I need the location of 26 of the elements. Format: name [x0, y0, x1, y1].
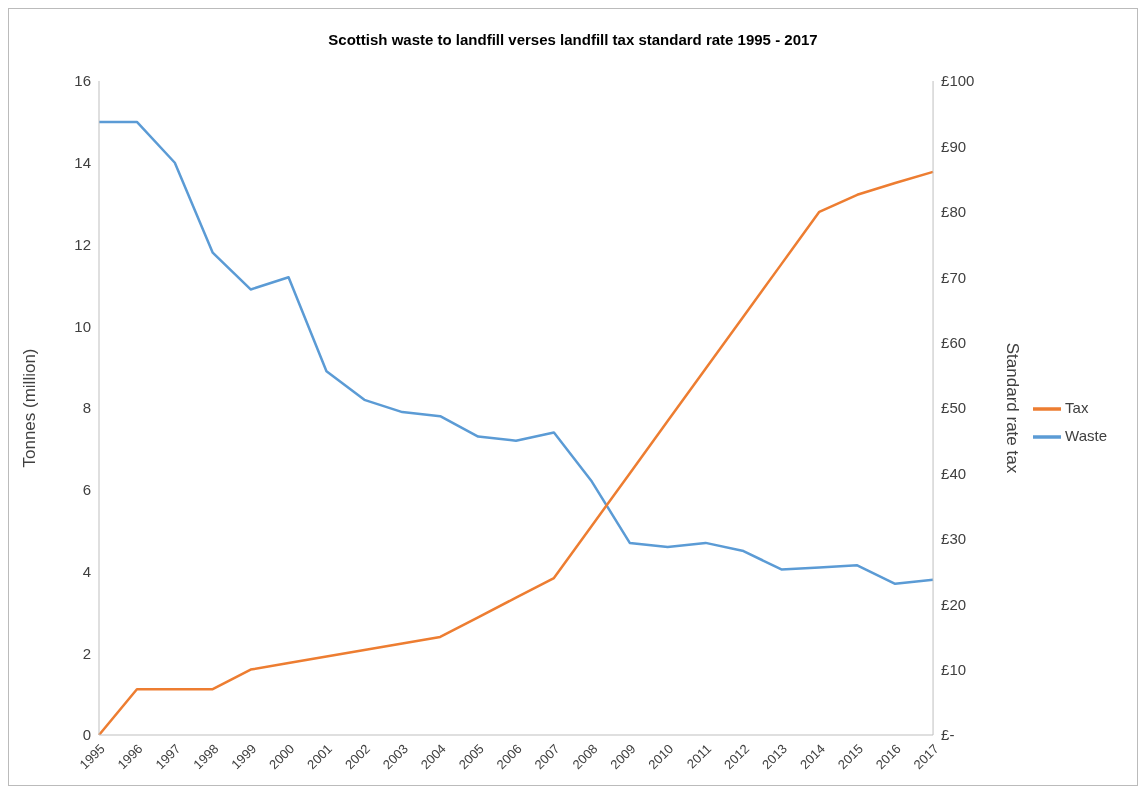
line-series	[97, 120, 935, 586]
legend-label: Waste	[1065, 426, 1107, 444]
y2-tick-label: £20	[941, 595, 967, 613]
chart-title: Scottish waste to landfill verses landfill tax standard rate 1995 - 2017	[327, 30, 819, 50]
y-tick-label: 4	[82, 562, 91, 580]
y-tick-label: 14	[74, 154, 91, 172]
y2-tick-label: £30	[941, 530, 967, 548]
y2-tick-label: £90	[941, 137, 967, 155]
y2-tick-label: £60	[941, 333, 967, 351]
y2-tick-label: £40	[941, 464, 967, 482]
y2-tick-label: £100	[941, 72, 975, 90]
y-axis-title: Tonnes (million)	[20, 348, 40, 468]
y-tick-label: 10	[74, 317, 91, 335]
y2-axis-title: Standard rate tax	[1003, 342, 1023, 474]
y2-tick-label: £50	[941, 399, 967, 417]
y2-tick-label: £10	[941, 660, 967, 678]
y-tick-label: 0	[82, 726, 91, 744]
y-tick-label: 12	[74, 235, 91, 253]
y2-tick-label: £80	[941, 203, 967, 221]
y-tick-label: 16	[74, 72, 91, 90]
y-tick-label: 6	[82, 481, 91, 499]
y-tick-label: 8	[82, 399, 91, 417]
y2-tick-label: £-	[941, 726, 955, 744]
legend-label: Tax	[1065, 398, 1089, 416]
y-tick-label: 2	[82, 644, 91, 662]
y2-tick-label: £70	[941, 268, 967, 286]
